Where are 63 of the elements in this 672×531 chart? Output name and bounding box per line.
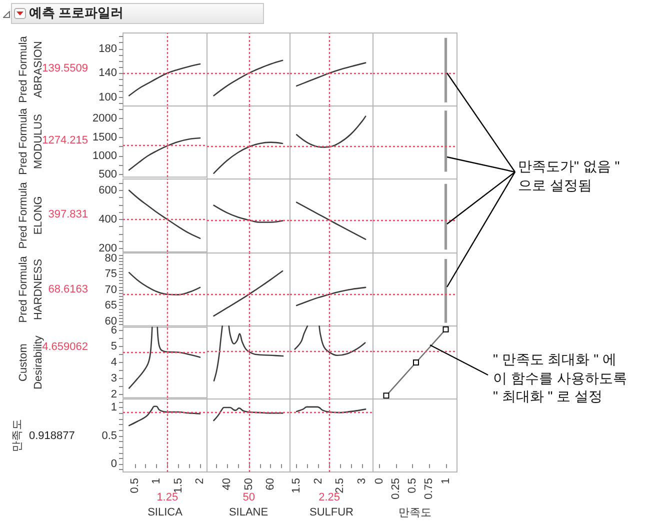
- y-tick-label: 4: [110, 356, 117, 368]
- x-tick-label: 0.5: [128, 478, 141, 494]
- x-tick-label: 0.25: [390, 478, 402, 500]
- line-series: [128, 63, 201, 96]
- text: 0.918877: [29, 428, 75, 444]
- x-tick-label: 60: [264, 478, 277, 490]
- x-tick-label: 1: [440, 478, 452, 484]
- x-axis-title: 만족도: [398, 506, 432, 519]
- y-tick-label: 0: [110, 458, 117, 470]
- line-series: [128, 137, 201, 171]
- y-tick-label: 200: [98, 242, 117, 254]
- y-tick-label: 80: [104, 252, 117, 264]
- y-axis-title: 만족도: [12, 419, 24, 452]
- x-tick-label: 2: [194, 478, 206, 484]
- y-tick-label: 2: [110, 388, 117, 401]
- y-tick-label: 1000: [92, 150, 117, 162]
- x-tick-label: 2.5: [334, 478, 346, 494]
- y-axis-title: Pred Formula HARDNESS: [18, 255, 44, 323]
- x-axis-title: SULFUR: [309, 506, 354, 518]
- x-axis-title: SILICA: [148, 506, 184, 518]
- ref-line-label: 139.5509: [42, 62, 88, 74]
- ref-line-label: 2.25: [318, 492, 340, 504]
- y-tick-label: 180: [98, 42, 117, 55]
- x-tick-label: 1.5: [172, 478, 184, 494]
- x-tick-label: 50: [242, 478, 255, 490]
- y-tick-label: 1: [110, 401, 117, 414]
- x-tick-label: 2: [312, 478, 324, 484]
- ref-line-label: 4.659062: [42, 340, 88, 353]
- chart-title: 예측 프로파일러: [29, 4, 124, 22]
- x-tick-label: 0.5: [406, 478, 419, 494]
- y-tick-label: 100: [98, 91, 117, 104]
- y-tick-label: 65: [104, 300, 117, 312]
- y-tick-label: 0.5: [102, 430, 117, 442]
- y-tick-label: 5: [110, 340, 117, 352]
- y-axis-title: Pred Formula ABRASION: [18, 35, 44, 103]
- line-series: [128, 272, 201, 296]
- x-axis-title: SILANE: [228, 506, 268, 518]
- text: 만족도가" 없음 " 으로 설정됨: [518, 157, 620, 194]
- y-axis-title: Pred Formula ELONG: [18, 181, 44, 249]
- y-tick-label: 140: [98, 67, 117, 80]
- y-tick-label: 1500: [92, 131, 117, 144]
- x-tick-label: 1.5: [290, 478, 303, 494]
- ref-line-label: 1.25: [156, 492, 178, 504]
- x-tick-label: 0: [374, 478, 386, 484]
- y-tick-label: 3: [110, 372, 117, 385]
- y-tick-label: 500: [98, 168, 117, 180]
- ref-line-label: 397.831: [48, 208, 88, 221]
- line-series: [128, 190, 201, 239]
- y-tick-label: 600: [98, 184, 117, 196]
- x-tick-label: 0.75: [423, 478, 436, 500]
- ref-line-label: 1274.215: [42, 134, 88, 147]
- x-tick-label: 3: [356, 478, 368, 484]
- y-axis-title: Custom Desirability: [18, 335, 44, 390]
- text: " 만족도 최대화 " 에 이 함수를 사용하도록 " 최대화 " 로 설정: [493, 350, 627, 406]
- line-series: [128, 406, 201, 426]
- y-tick-label: 70: [104, 284, 117, 296]
- x-tick-label: 40: [220, 478, 233, 490]
- y-tick-label: 400: [98, 213, 117, 226]
- ref-line-label: 68.6163: [48, 283, 88, 296]
- y-tick-label: 75: [104, 268, 117, 280]
- x-tick-label: 1: [150, 478, 163, 484]
- y-tick-label: 2000: [92, 112, 117, 125]
- y-axis-title: Pred Formula MODULUS: [18, 107, 44, 175]
